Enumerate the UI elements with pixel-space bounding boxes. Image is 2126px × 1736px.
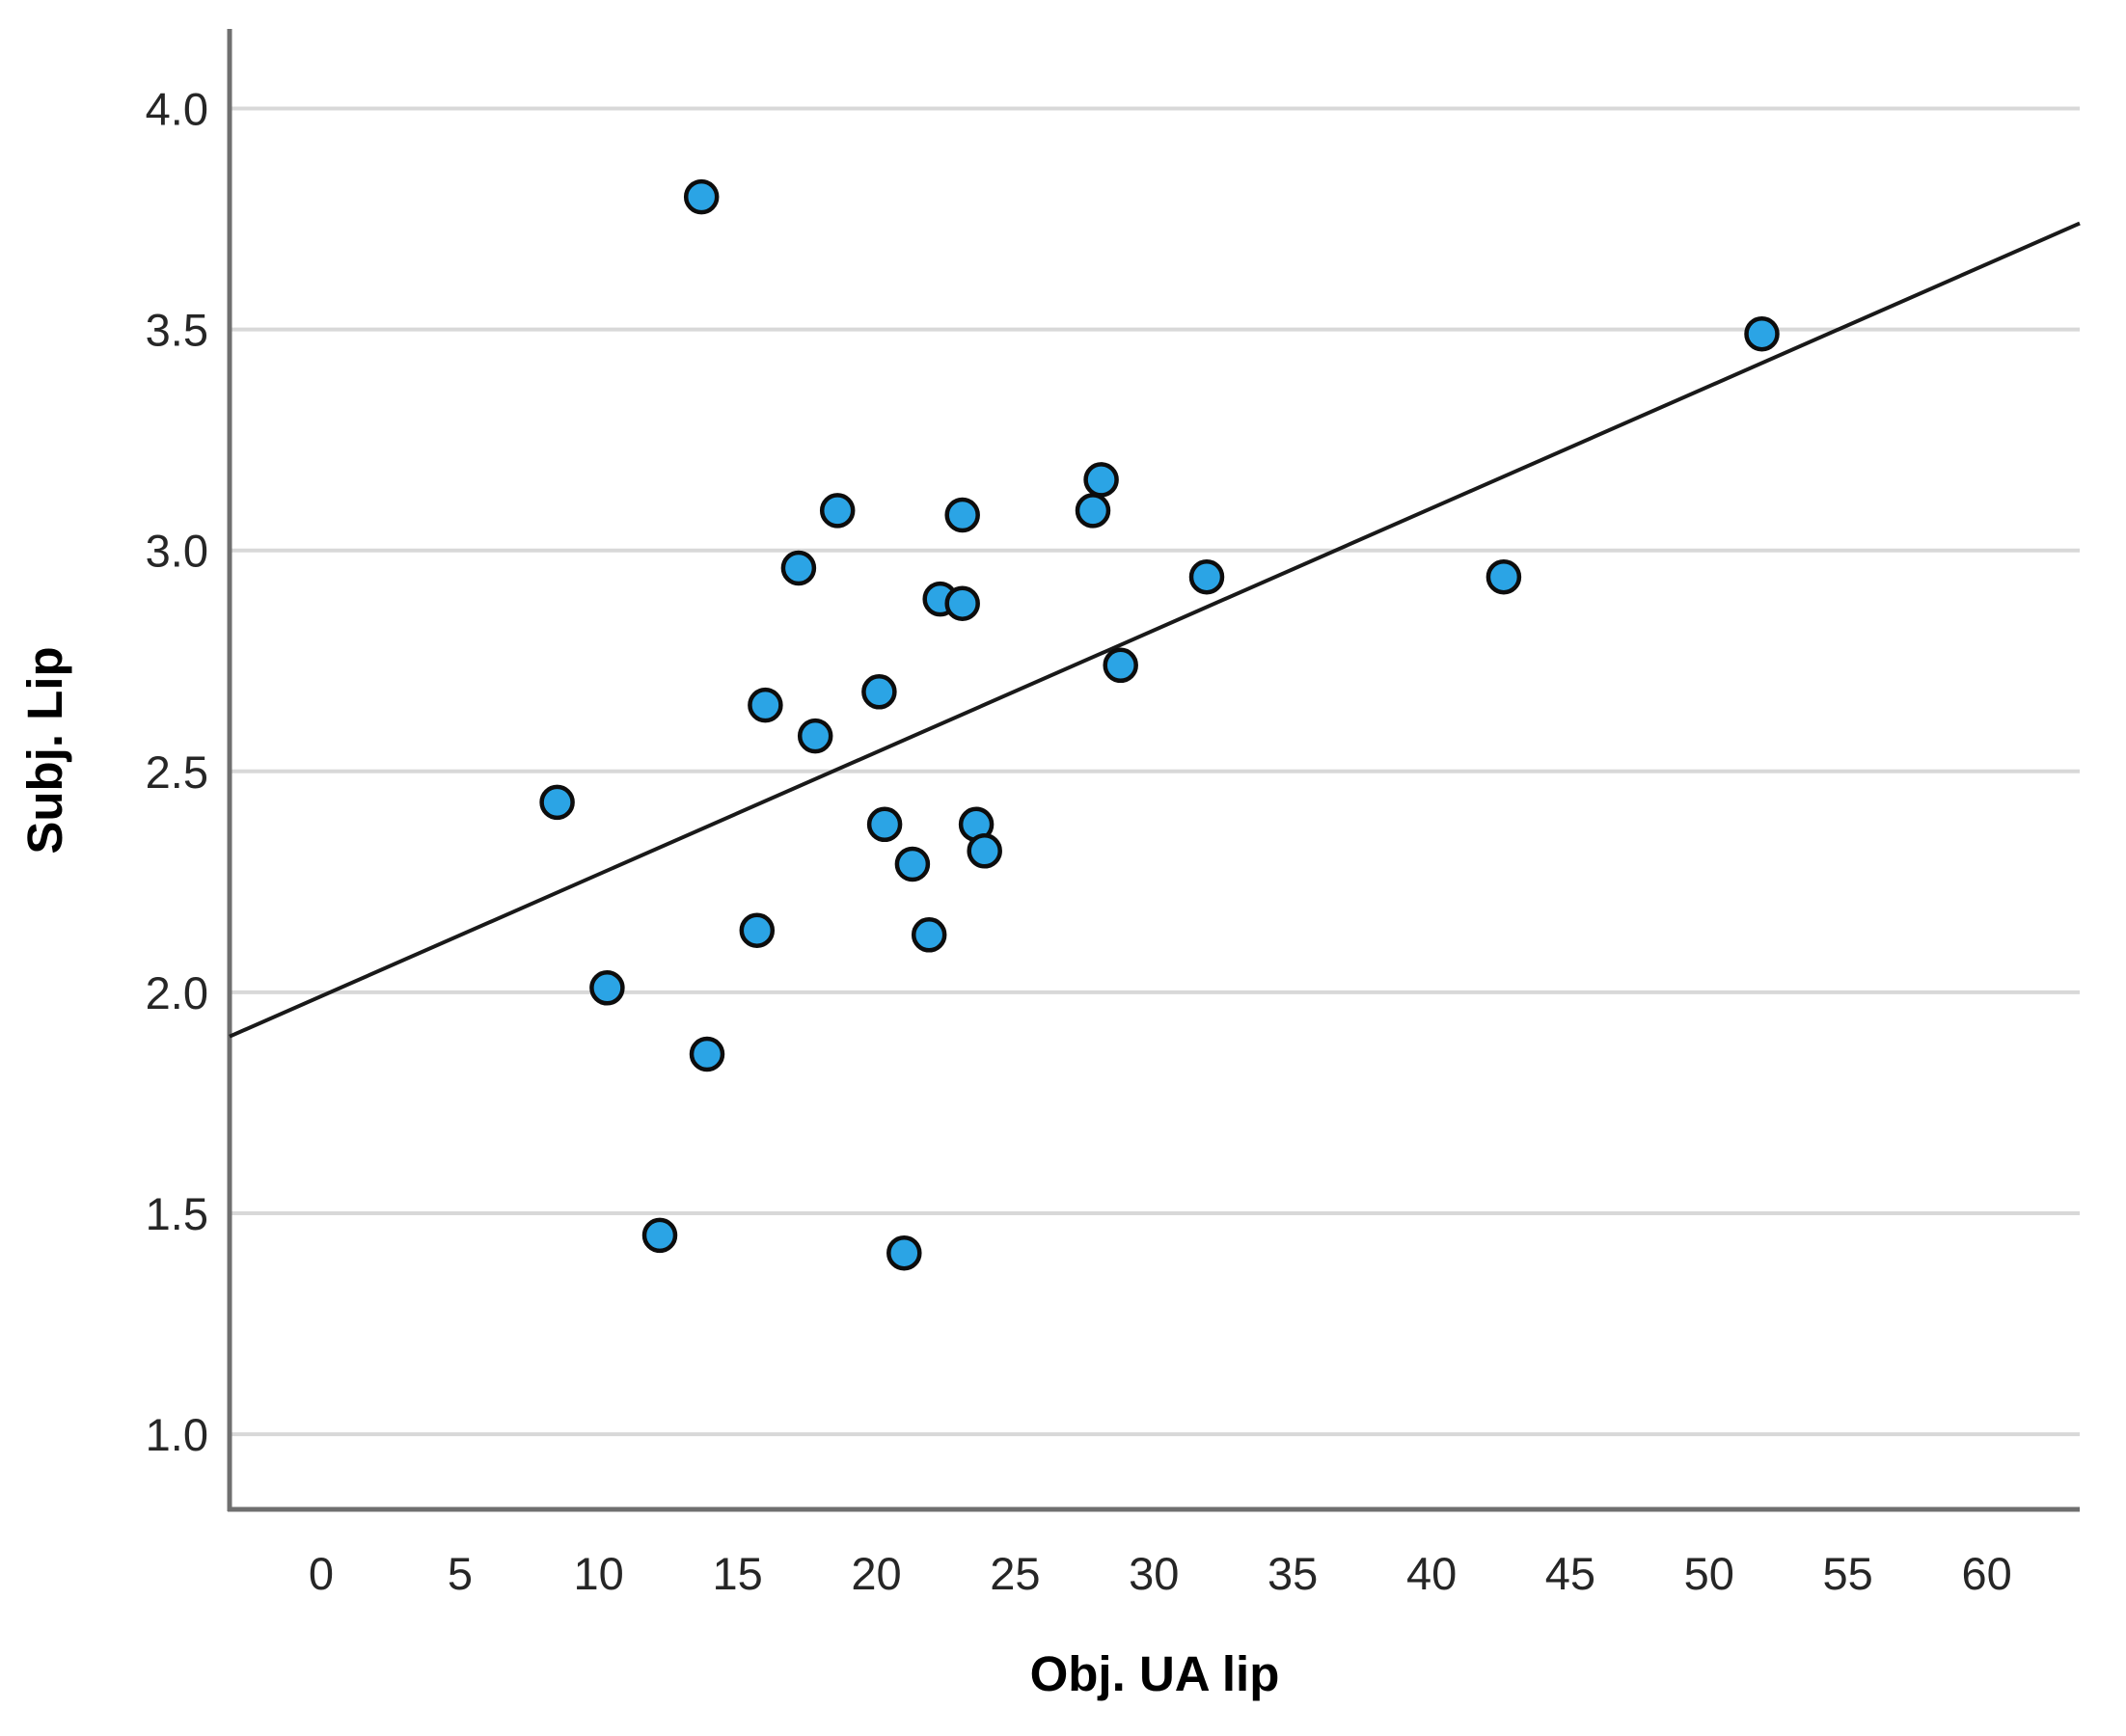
data-point [1744,315,1780,352]
gridlines [230,106,2080,1437]
x-tick-label: 25 [990,1548,1040,1599]
x-tick-label: 40 [1406,1548,1457,1599]
x-tick-label: 35 [1267,1548,1318,1599]
data-point [819,493,856,529]
data-point [641,1217,678,1254]
x-tick-label: 0 [309,1548,334,1599]
data-point [589,970,625,1006]
data-point [1075,493,1111,529]
data-point [861,674,897,710]
y-tick-label: 1.5 [146,1188,208,1239]
y-tick-label: 4.0 [146,84,208,135]
x-tick-label: 10 [574,1548,624,1599]
y-tick-label: 2.5 [146,746,208,798]
x-axis-title: Obj. UA lip [1030,1646,1280,1701]
data-point [683,178,720,215]
data-point [944,497,980,533]
x-tick-label: 60 [1961,1548,2011,1599]
data-point [866,806,903,843]
data-point [689,1036,725,1072]
data-point [539,784,575,821]
data-point [886,1234,922,1271]
scatter-points [539,178,1780,1271]
regression-fit-line [229,221,2081,1039]
x-tick-label: 50 [1684,1548,1734,1599]
data-point [748,687,783,723]
data-point [1103,647,1138,684]
data-point [1083,462,1119,498]
x-tick-label: 55 [1823,1548,1873,1599]
y-axis-tick-labels: 1.0 1.5 2.0 2.5 3.0 3.5 4.0 [146,84,208,1461]
data-point [911,917,947,953]
x-axis-tick-labels: 0 5 10 15 20 25 30 35 40 45 50 55 60 [309,1548,2012,1599]
data-point [1485,558,1522,595]
x-tick-label: 15 [712,1548,762,1599]
x-tick-label: 5 [448,1548,473,1599]
data-point [797,718,833,754]
y-tick-label: 2.0 [146,967,208,1018]
data-point [944,585,980,621]
data-point [1188,558,1225,595]
y-tick-label: 1.0 [146,1409,208,1460]
data-point [739,912,776,948]
data-point [894,846,931,882]
y-tick-label: 3.5 [146,305,208,356]
y-tick-label: 3.0 [146,526,208,577]
data-point [967,833,1002,869]
x-tick-label: 20 [851,1548,901,1599]
x-tick-label: 30 [1129,1548,1179,1599]
x-tick-label: 45 [1545,1548,1595,1599]
data-point [780,550,817,586]
y-axis-title: Subj. Lip [17,646,72,854]
